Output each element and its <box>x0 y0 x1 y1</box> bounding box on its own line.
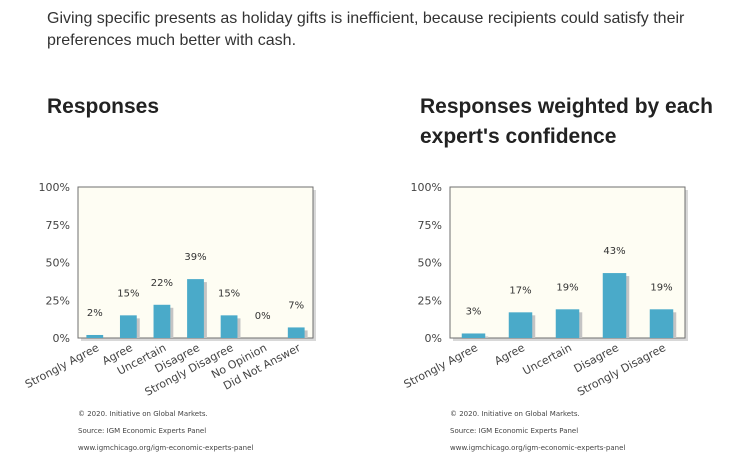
data-label: 7% <box>288 300 304 311</box>
y-tick-label: 0% <box>425 332 442 345</box>
statement-text: Giving specific presents as holiday gift… <box>47 10 685 49</box>
source-url-link[interactable]: www.igmchicago.org/igm-economic-experts-… <box>78 444 254 452</box>
category-label: Strongly Disagree <box>575 341 668 399</box>
source-text: Source: IGM Economic Experts Panel <box>450 427 579 435</box>
y-tick-label: 50% <box>46 257 70 270</box>
data-label: 15% <box>117 288 139 299</box>
y-tick-label: 75% <box>46 219 70 232</box>
category-label: Uncertain <box>521 341 574 378</box>
bar <box>153 304 171 338</box>
bar <box>508 312 533 338</box>
bar <box>602 273 627 338</box>
bar <box>119 315 137 338</box>
copyright-text: © 2020. Initiative on Global Markets. <box>78 410 208 418</box>
copyright-text: © 2020. Initiative on Global Markets. <box>450 410 580 418</box>
y-tick-label: 75% <box>418 219 442 232</box>
data-label: 3% <box>466 306 482 317</box>
category-label: Strongly Agree <box>23 341 101 391</box>
bar <box>86 334 104 338</box>
chart-title-responses: Responses <box>47 95 160 118</box>
footer-left: © 2020. Initiative on Global Markets. So… <box>78 406 253 457</box>
weighted-responses-chart: 0% 25% 50% 75% 100% 3% Strongly Agree 17% Agree 1… <box>402 181 688 399</box>
bar <box>220 315 238 338</box>
bar <box>461 333 486 338</box>
y-tick-label: 100% <box>411 181 442 194</box>
category-label: Agree <box>492 341 527 368</box>
y-tick-label: 25% <box>46 294 70 307</box>
footer-right: © 2020. Initiative on Global Markets. So… <box>450 406 625 457</box>
y-tick-label: 25% <box>418 294 442 307</box>
chart-title-weighted: Responses weighted by each expert's conf… <box>420 95 713 148</box>
data-label: 19% <box>650 282 672 293</box>
data-label: 22% <box>151 278 173 289</box>
data-label: 43% <box>603 246 625 257</box>
responses-chart: 0%25%50%75%100%2%Strongly Agree15%Agree2… <box>23 181 316 399</box>
bar <box>555 309 580 338</box>
data-label: 17% <box>509 285 531 296</box>
data-label: 2% <box>87 308 103 319</box>
data-label: 39% <box>184 252 206 263</box>
source-url-link[interactable]: www.igmchicago.org/igm-economic-experts-… <box>450 444 626 452</box>
bar <box>287 327 305 338</box>
y-tick-label: 100% <box>39 181 70 194</box>
data-label: 19% <box>556 282 578 293</box>
bar <box>187 279 204 338</box>
y-tick-label: 0% <box>53 332 70 345</box>
source-text: Source: IGM Economic Experts Panel <box>78 427 207 435</box>
bar <box>649 309 674 338</box>
data-label: 15% <box>218 288 240 299</box>
y-tick-label: 50% <box>418 257 442 270</box>
category-label: Strongly Agree <box>402 341 480 391</box>
data-label: 0% <box>255 311 271 322</box>
